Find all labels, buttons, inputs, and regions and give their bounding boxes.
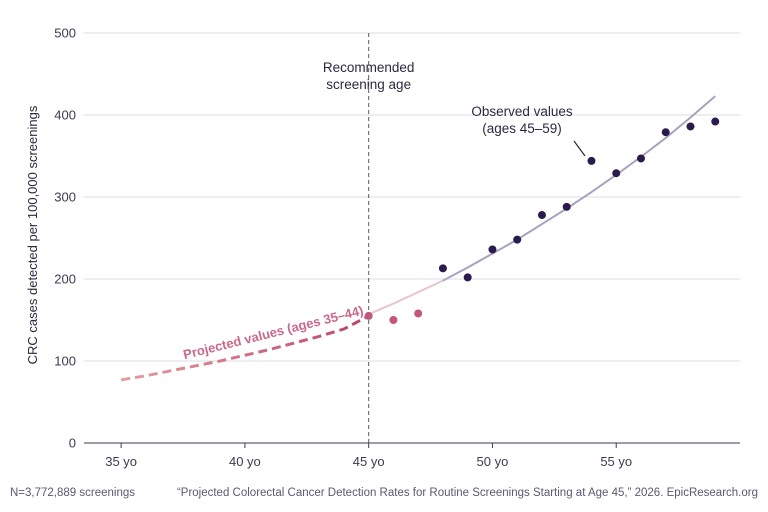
data-point-age-53	[562, 202, 571, 211]
y-tick-label-400: 400	[54, 108, 76, 123]
data-point-age-50	[488, 245, 497, 254]
observed-label-line-1: Observed values	[471, 104, 573, 119]
x-tick-label-45: 45 yo	[353, 454, 385, 469]
footer-citation: “Projected Colorectal Cancer Detection R…	[176, 487, 758, 499]
fit-line-observed	[442, 95, 716, 282]
data-point-age-46	[389, 316, 398, 324]
y-tick-label-200: 200	[54, 272, 76, 287]
data-point-age-52	[537, 211, 546, 220]
data-point-age-55	[612, 169, 621, 178]
reference-label-line-2: screening age	[326, 77, 411, 92]
points-layer	[364, 117, 720, 324]
fit-line-transition	[368, 279, 444, 316]
data-point-age-59	[711, 117, 720, 126]
grid-layer	[84, 32, 740, 362]
y-axis-label: CRC cases detected per 100,000 screening…	[25, 105, 40, 364]
data-point-age-51	[513, 235, 522, 244]
data-point-age-48	[438, 264, 447, 273]
data-point-age-56	[636, 154, 645, 163]
x-tick-label-40: 40 yo	[229, 454, 261, 469]
data-point-age-54	[587, 156, 596, 165]
x-tick-label-50: 50 yo	[477, 454, 509, 469]
observed-label-line-2: (ages 45–59)	[482, 121, 562, 136]
projected-values-label: Projected values (ages 35–44)	[182, 303, 365, 362]
data-point-age-49	[463, 273, 472, 282]
y-tick-label-300: 300	[54, 190, 76, 205]
y-tick-label-100: 100	[54, 354, 76, 369]
projected-line	[120, 314, 370, 382]
y-tick-label-500: 500	[54, 26, 76, 41]
labels-layer: CRC cases detected per 100,000 screening…	[25, 60, 586, 364]
data-point-age-47	[414, 309, 423, 318]
y-tick-label-0: 0	[69, 436, 76, 451]
observed-label-pointer	[573, 140, 586, 157]
lines-layer	[120, 33, 716, 443]
x-tick-label-55: 55 yo	[600, 454, 632, 469]
reference-label-line-1: Recommended	[323, 60, 415, 75]
data-point-age-58	[686, 122, 695, 131]
x-tick-label-35: 35 yo	[105, 454, 137, 469]
axis-layer: 0 100 200 300 400 500 35 yo 40 yo 45 yo 50 yo 55 y…	[54, 26, 740, 469]
footer-sample-size: N=3,772,889 screenings	[10, 487, 135, 499]
data-point-age-45	[364, 311, 373, 320]
data-point-age-57	[661, 128, 670, 137]
